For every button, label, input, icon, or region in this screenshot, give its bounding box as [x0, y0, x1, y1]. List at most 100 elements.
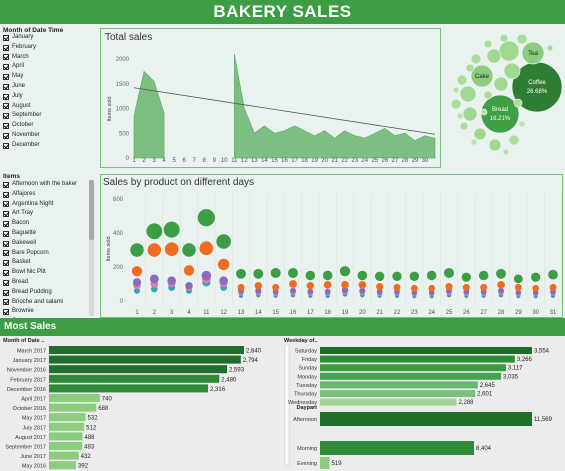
month-filter-item[interactable]: January	[3, 33, 93, 43]
scrollbar-thumb[interactable]	[89, 180, 94, 240]
x-tick-label: 11	[231, 158, 238, 164]
bar	[49, 451, 79, 460]
checkbox-checked-icon[interactable]	[3, 83, 9, 90]
month-filter-item[interactable]: December	[3, 141, 93, 151]
items-filter-item[interactable]: Bacon	[3, 219, 93, 229]
month-filter-item[interactable]: October	[3, 121, 93, 131]
bar	[49, 355, 241, 364]
checkbox-checked-icon[interactable]	[3, 289, 9, 296]
bar-category-label: Monday	[297, 374, 317, 380]
items-filter-scrollbar[interactable]	[89, 180, 94, 316]
dashboard-title: BAKERY SALES	[0, 0, 565, 24]
x-tick-label: 5	[172, 158, 176, 164]
scatter-point	[185, 282, 193, 290]
month-filter-item[interactable]: August	[3, 102, 93, 112]
x-tick-label: 3	[152, 158, 156, 164]
checkbox-checked-icon[interactable]	[3, 191, 9, 198]
bar-value-label: 2,288	[458, 400, 474, 406]
month-filter-item[interactable]: June	[3, 82, 93, 92]
month-filter-item[interactable]: February	[3, 43, 93, 53]
x-tick-label: 28	[402, 158, 409, 164]
scatter-point	[497, 287, 505, 294]
checkbox-checked-icon[interactable]	[3, 230, 9, 237]
items-filter-item[interactable]: Bread Pudding	[3, 288, 93, 298]
checkbox-checked-icon[interactable]	[3, 181, 9, 188]
checkbox-checked-icon[interactable]	[3, 270, 9, 277]
scatter-point	[339, 266, 351, 277]
items-filter-item[interactable]: Basket	[3, 258, 93, 268]
checkbox-checked-icon[interactable]	[3, 44, 9, 51]
scatter-point	[462, 283, 470, 291]
checkbox-checked-icon[interactable]	[3, 54, 9, 61]
month-filter-item[interactable]: April	[3, 62, 93, 72]
items-filter-item[interactable]: Art Tray	[3, 209, 93, 219]
scatter-point	[428, 284, 436, 292]
month-filter-item[interactable]: July	[3, 92, 93, 102]
items-filter-item[interactable]: Bowl Nic Pitt	[3, 268, 93, 278]
daypart-title: Daypart	[297, 405, 318, 411]
x-tick-label: 3	[170, 310, 174, 316]
items-filter-label: Basket	[12, 259, 31, 266]
items-filter-item[interactable]: Bakewell	[3, 239, 93, 249]
checkbox-checked-icon[interactable]	[3, 221, 9, 228]
checkbox-checked-icon[interactable]	[3, 64, 9, 71]
items-filter-item[interactable]: Baguette	[3, 229, 93, 239]
scatter-point	[548, 269, 558, 280]
bubble-label: Coffee	[528, 80, 546, 86]
bar	[49, 365, 228, 374]
month-filter-label: December	[12, 141, 40, 148]
items-filter-item[interactable]: Brownie	[3, 307, 93, 317]
checkbox-checked-icon[interactable]	[3, 132, 9, 139]
items-filter-item[interactable]: Argentina Night	[3, 200, 93, 210]
scatter-point	[164, 242, 179, 256]
items-filter-label: Brioche and salami	[12, 298, 64, 305]
trend-line	[133, 87, 436, 135]
product-bubble	[503, 62, 521, 80]
checkbox-checked-icon[interactable]	[3, 142, 9, 149]
checkbox-checked-icon[interactable]	[3, 113, 9, 120]
items-filter-label: Bare Popcorn	[12, 249, 49, 256]
month-filter-item[interactable]: November	[3, 131, 93, 141]
bar	[49, 346, 244, 354]
month-filter-item[interactable]: March	[3, 53, 93, 63]
items-filter-item[interactable]: Bare Popcorn	[3, 249, 93, 259]
scatter-point	[478, 270, 489, 281]
sales-by-product-title: Sales by product on different days	[103, 177, 255, 188]
x-tick-label: 23	[351, 158, 358, 164]
checkbox-checked-icon[interactable]	[3, 250, 9, 257]
checkbox-checked-icon[interactable]	[3, 299, 9, 306]
y-axis-title: Items sold	[106, 236, 112, 261]
x-tick-label: 10	[221, 158, 228, 164]
x-tick-label: 14	[255, 310, 262, 316]
checkbox-checked-icon[interactable]	[3, 260, 9, 267]
x-tick-label: 13	[251, 158, 258, 164]
items-filter-item[interactable]: Brioche and salami	[3, 298, 93, 308]
weekday-scrollbar[interactable]	[284, 345, 290, 466]
month-filter-item[interactable]: May	[3, 72, 93, 82]
scatter-point	[514, 283, 522, 291]
checkbox-checked-icon[interactable]	[3, 309, 9, 316]
checkbox-checked-icon[interactable]	[3, 201, 9, 208]
scatter-point	[133, 287, 141, 294]
month-filter-label: April	[12, 63, 25, 70]
month-filter-item[interactable]: September	[3, 111, 93, 121]
bubble-value: 16.21%	[490, 116, 511, 122]
x-tick-label: 28	[498, 310, 505, 316]
checkbox-checked-icon[interactable]	[3, 240, 9, 247]
checkbox-checked-icon[interactable]	[3, 279, 9, 286]
items-filter-item[interactable]: Afternoon with the baker	[3, 180, 93, 190]
checkbox-checked-icon[interactable]	[3, 34, 9, 41]
scatter-point	[237, 283, 245, 291]
items-filter-item[interactable]: Alfajores	[3, 190, 93, 200]
checkbox-checked-icon[interactable]	[3, 103, 9, 110]
checkbox-checked-icon[interactable]	[3, 211, 9, 218]
product-share-bubbles: Coffee 26.68% Bread 16.21% Tea Cake	[450, 33, 563, 156]
items-filter-item[interactable]: Bread	[3, 278, 93, 288]
x-tick-label: 19	[342, 310, 349, 316]
checkbox-checked-icon[interactable]	[3, 123, 9, 130]
checkbox-checked-icon[interactable]	[3, 93, 9, 100]
bar	[320, 355, 515, 363]
bar	[49, 432, 83, 441]
x-tick-label: 1	[132, 158, 136, 164]
checkbox-checked-icon[interactable]	[3, 74, 9, 81]
